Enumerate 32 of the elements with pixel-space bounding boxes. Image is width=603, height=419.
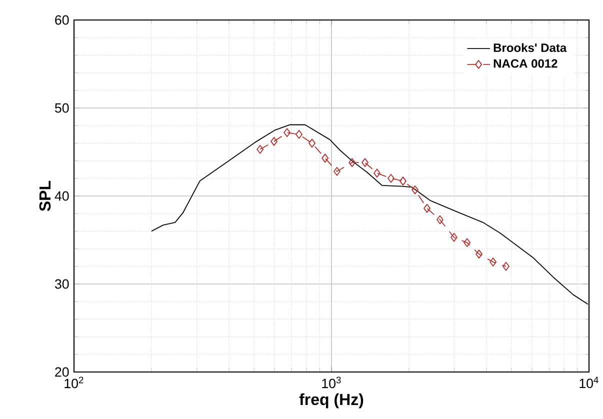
x-tick-label: 10$^{2}$ — [64, 376, 84, 388]
point — [388, 174, 394, 183]
legend-label: Brooks' Data — [494, 43, 567, 52]
point — [374, 168, 380, 178]
point — [400, 176, 406, 186]
point — [256, 144, 264, 154]
point — [502, 262, 510, 271]
y-axis-title: SPL — [39, 180, 51, 212]
point — [322, 154, 329, 163]
y-tick-label: 50 — [55, 103, 69, 113]
legend-label: NACA 0012 — [494, 59, 558, 68]
point — [362, 158, 368, 168]
point — [412, 185, 418, 194]
y-tick-label: 20 — [55, 367, 69, 377]
y-tick-label: 40 — [54, 191, 69, 201]
point — [333, 166, 340, 176]
point — [490, 258, 497, 266]
point — [270, 136, 278, 146]
x-axis-title: freq (Hz) — [299, 393, 364, 408]
point — [476, 250, 482, 259]
point — [436, 215, 444, 224]
point — [348, 158, 356, 168]
y-tick-label: 30 — [54, 279, 69, 289]
point — [308, 138, 316, 148]
point — [284, 128, 291, 138]
y-tick-label: 60 — [55, 15, 69, 25]
point — [296, 130, 302, 139]
point — [464, 238, 471, 248]
x-tick-label: 10$^{4}$ — [580, 376, 598, 388]
point — [424, 204, 430, 213]
point — [450, 232, 458, 242]
x-tick-label: 10$^{3}$ — [322, 376, 341, 388]
